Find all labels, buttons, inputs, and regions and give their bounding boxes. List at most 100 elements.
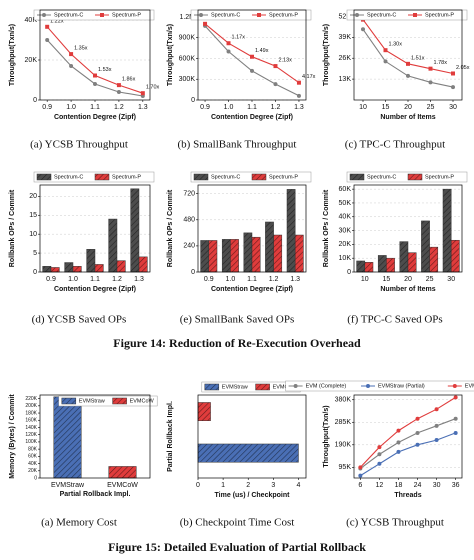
bar xyxy=(364,262,374,273)
bar xyxy=(72,266,82,273)
bar xyxy=(200,240,210,273)
legend-label: Spectrum-C xyxy=(367,12,396,18)
x-tick-label: 3 xyxy=(271,482,275,489)
marker xyxy=(383,48,388,53)
y-tick-label: 600K xyxy=(179,55,196,62)
caption: (c) TPC-C Throughput xyxy=(345,139,445,151)
marker xyxy=(42,13,46,17)
x-tick-label: 24 xyxy=(414,482,422,489)
bar xyxy=(377,255,387,273)
annotation: 1.53x xyxy=(98,67,112,73)
x-tick-label: 1 xyxy=(221,482,225,489)
y-tick-label: 220K xyxy=(25,396,37,402)
bar xyxy=(138,256,148,273)
legend-swatch xyxy=(36,173,52,181)
legend-label: Spectrum-P xyxy=(269,174,298,180)
y-tick-label: 10K xyxy=(339,255,352,262)
series-line xyxy=(204,23,300,84)
marker xyxy=(434,423,439,428)
bar xyxy=(294,234,304,273)
x-axis-label: Contention Degree (Zipf) xyxy=(54,114,136,121)
x-axis-label: Contention Degree (Zipf) xyxy=(211,114,293,121)
marker xyxy=(358,473,363,478)
legend-box xyxy=(285,380,474,392)
x-tick-label: 30 xyxy=(447,276,455,283)
y-tick-label: 40K xyxy=(339,214,352,221)
x-tick-label: 36 xyxy=(452,482,460,489)
x-axis-label: Number of Items xyxy=(380,286,435,293)
y-axis-label: Memory (Bytes) / Commit xyxy=(9,394,16,479)
y-tick-label: 160K xyxy=(25,418,37,424)
marker xyxy=(45,24,50,29)
marker xyxy=(45,38,50,42)
marker xyxy=(396,440,401,445)
x-axis-label: Threads xyxy=(394,492,421,499)
x-tick-label: 2 xyxy=(246,482,250,489)
bar xyxy=(399,241,409,273)
marker xyxy=(451,71,455,76)
caption: (d) YCSB Saved OPs xyxy=(32,314,127,326)
bar xyxy=(450,239,460,273)
y-tick-label: 52K xyxy=(339,13,352,20)
y-tick-label: 26K xyxy=(339,55,352,62)
bar xyxy=(197,443,299,463)
annotation: 1.51x xyxy=(411,55,425,61)
legend-swatch xyxy=(61,397,77,405)
marker xyxy=(377,461,382,466)
bar xyxy=(197,402,211,421)
x-tick-label: 1.2 xyxy=(114,104,124,111)
bar xyxy=(130,188,140,273)
y-axis-label: Throughput(Txn/s) xyxy=(323,24,330,86)
x-tick-label: 1.3 xyxy=(138,104,148,111)
bar xyxy=(86,249,96,273)
bar xyxy=(421,220,430,273)
x-tick-label: 0.9 xyxy=(46,276,56,283)
bar xyxy=(442,188,452,273)
marker xyxy=(396,449,401,454)
marker xyxy=(415,416,420,421)
legend-swatch xyxy=(112,397,127,405)
marker xyxy=(93,73,97,78)
legend-label: EVMCoW xyxy=(130,398,155,404)
marker xyxy=(296,93,301,98)
caption: (a) Memory Cost xyxy=(41,517,117,529)
x-tick-label: 15 xyxy=(382,104,390,111)
annotation: 2.13x xyxy=(278,58,292,64)
legend-label: Spectrum-C xyxy=(54,174,83,180)
plot-frame xyxy=(39,9,151,101)
legend-label: EVMCoW xyxy=(273,384,298,390)
x-tick-label: 1.0 xyxy=(226,276,236,283)
caption: (f) TPC-C Saved OPs xyxy=(347,314,442,326)
legend-swatch xyxy=(255,383,270,391)
marker xyxy=(434,438,439,443)
legend-label: EVMStraw xyxy=(222,384,248,390)
marker xyxy=(226,41,231,46)
y-tick-label: 1.2M xyxy=(179,14,195,21)
marker xyxy=(116,90,121,94)
marker xyxy=(250,54,254,59)
caption: (b) Checkpoint Time Cost xyxy=(180,517,295,529)
bar xyxy=(251,236,261,273)
figure-caption: Figure 14: Reduction of Re-Execution Ove… xyxy=(113,336,361,350)
legend-label: Spectrum-C xyxy=(54,12,83,18)
marker xyxy=(428,66,433,71)
figure-caption: Figure 15: Detailed Evaluation of Partia… xyxy=(108,540,366,554)
legend-label: Spectrum-P xyxy=(425,174,454,180)
y-tick-label: 15 xyxy=(29,212,37,219)
marker xyxy=(453,416,458,421)
legend-label: Spectrum-C xyxy=(211,12,240,18)
annotation: 1.30x xyxy=(389,42,403,48)
marker xyxy=(428,80,433,85)
bar xyxy=(407,252,417,273)
x-tick-label: 20 xyxy=(404,104,412,111)
marker xyxy=(355,13,359,17)
y-tick-label: 20K xyxy=(28,468,38,474)
marker xyxy=(69,52,74,57)
marker xyxy=(69,64,74,68)
legend-label: EVM (Complete) xyxy=(306,383,347,389)
series-line xyxy=(360,418,456,469)
marker xyxy=(383,59,388,64)
legend-swatch xyxy=(94,173,110,181)
annotation: 1.49x xyxy=(255,48,269,54)
caption: (b) SmallBank Throughput xyxy=(178,139,297,151)
